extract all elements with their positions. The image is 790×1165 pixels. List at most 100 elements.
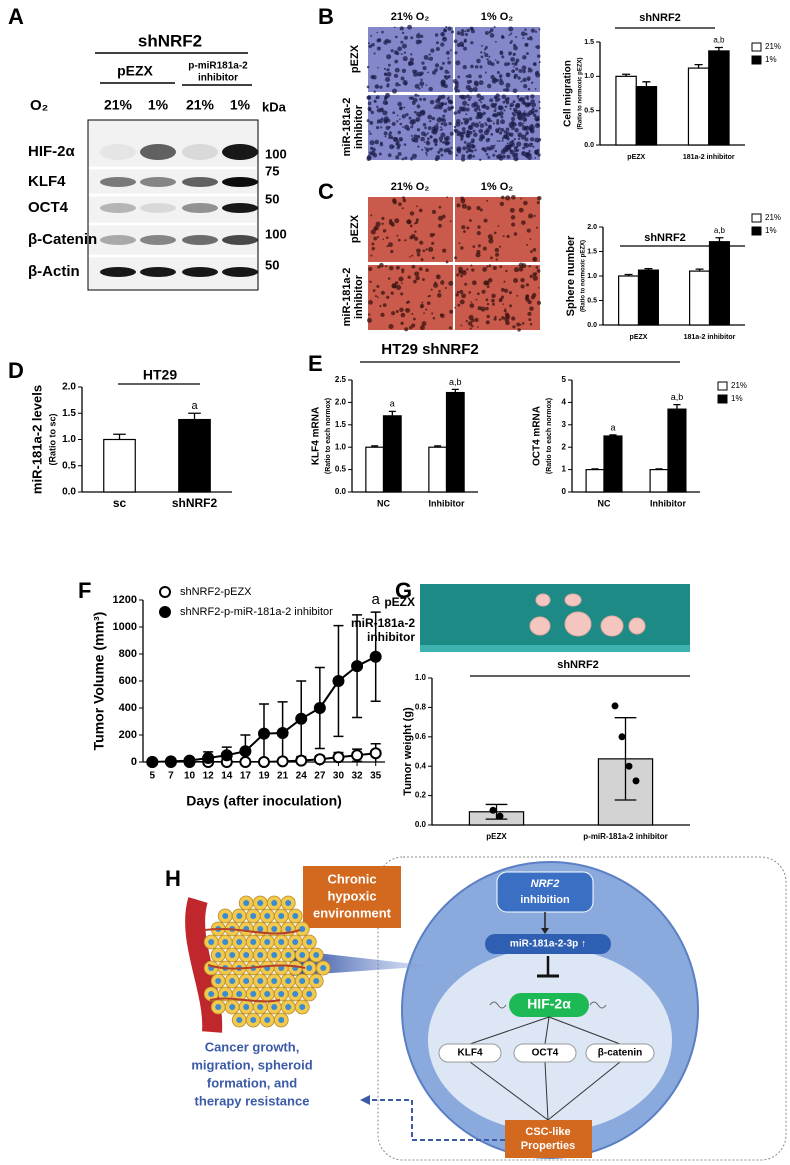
cell-dot bbox=[508, 51, 513, 56]
tumor-nucleus bbox=[313, 952, 320, 958]
cell-dot bbox=[490, 256, 493, 260]
cell-dot bbox=[470, 324, 474, 328]
cell-dot bbox=[517, 137, 521, 140]
cell-dot bbox=[402, 198, 407, 203]
panel-label: F bbox=[78, 578, 91, 603]
cell-dot bbox=[486, 314, 490, 319]
cell-dot bbox=[396, 114, 399, 117]
cell-dot bbox=[489, 33, 495, 38]
data-point bbox=[496, 812, 504, 820]
cell-dot bbox=[480, 306, 486, 312]
cell-dot bbox=[482, 267, 487, 272]
marker bbox=[164, 755, 177, 768]
tumor-nucleus bbox=[243, 978, 250, 984]
panel-label: H bbox=[165, 866, 181, 891]
cell-dot bbox=[526, 125, 529, 128]
bar bbox=[585, 469, 605, 493]
error-bar bbox=[642, 81, 651, 87]
y-tick-label: 0 bbox=[562, 487, 567, 496]
marker bbox=[276, 755, 289, 768]
y-tick-label: 0.0 bbox=[415, 820, 427, 829]
cell-dot bbox=[535, 226, 538, 229]
error-bar bbox=[694, 64, 703, 69]
cell-dot bbox=[496, 71, 500, 75]
cell-dot bbox=[494, 144, 496, 147]
label: 50 bbox=[265, 257, 279, 272]
cell-dot bbox=[470, 64, 474, 69]
cell-dot bbox=[467, 73, 472, 79]
cell-dot bbox=[375, 221, 381, 227]
cell-dot bbox=[460, 246, 464, 250]
cell-dot bbox=[536, 70, 539, 74]
cell-dot bbox=[537, 138, 542, 142]
cell-dot bbox=[454, 306, 456, 309]
cell-dot bbox=[494, 247, 500, 253]
cell-dot bbox=[439, 139, 443, 143]
cell-dot bbox=[488, 55, 491, 58]
tumor-nucleus bbox=[229, 952, 236, 958]
cell-dot bbox=[428, 53, 431, 56]
y-tick-label: 2 bbox=[562, 442, 567, 451]
cell-dot bbox=[376, 105, 379, 109]
cell-dot bbox=[509, 207, 515, 213]
cell-dot bbox=[481, 289, 486, 294]
cell-dot bbox=[404, 156, 408, 160]
tumor-nucleus bbox=[257, 1004, 264, 1010]
cell-dot bbox=[500, 195, 505, 200]
cell-dot bbox=[426, 140, 429, 142]
cell-dot bbox=[457, 303, 461, 307]
cell-dot bbox=[529, 37, 533, 41]
cell-dot bbox=[494, 59, 497, 61]
cell-dot bbox=[538, 107, 541, 110]
cell-dot bbox=[511, 126, 515, 131]
legend-swatch bbox=[717, 394, 728, 404]
cell-dot bbox=[414, 83, 420, 89]
label: 75 bbox=[265, 163, 279, 178]
cell-dot bbox=[400, 76, 405, 81]
cell-dot bbox=[419, 303, 425, 309]
cell-dot bbox=[466, 130, 471, 135]
cell-dot bbox=[490, 132, 493, 136]
cell-dot bbox=[433, 106, 436, 109]
cell-dot bbox=[530, 295, 536, 300]
cell-dot bbox=[516, 141, 522, 147]
cell-dot bbox=[376, 236, 380, 239]
cell-dot bbox=[535, 72, 541, 78]
label: pEZX bbox=[349, 214, 361, 243]
cell-dot bbox=[505, 195, 511, 201]
cell-dot bbox=[498, 105, 504, 111]
band bbox=[222, 177, 258, 187]
significance: a,b bbox=[714, 226, 726, 235]
cell-dot bbox=[496, 154, 501, 159]
cell-dot bbox=[432, 129, 438, 135]
tumor-nucleus bbox=[271, 926, 278, 932]
error-bar bbox=[451, 388, 459, 393]
tumor-nucleus bbox=[215, 952, 222, 958]
cell-dot bbox=[510, 32, 513, 35]
cell-dot bbox=[529, 137, 535, 142]
cell-dot bbox=[427, 295, 430, 298]
tumor-nucleus bbox=[292, 913, 299, 919]
cell-dot bbox=[373, 52, 376, 55]
cell-dot bbox=[413, 134, 418, 139]
cell-dot bbox=[524, 152, 530, 158]
cell-dot bbox=[384, 92, 391, 98]
cell-dot bbox=[511, 62, 514, 66]
cell-dot bbox=[398, 202, 402, 207]
cell-dot bbox=[530, 250, 533, 253]
cell-dot bbox=[399, 122, 403, 126]
legend-label: 21% bbox=[765, 213, 781, 222]
cell-dot bbox=[456, 31, 461, 36]
error-bar bbox=[673, 403, 681, 410]
y-tick-label: 0.0 bbox=[62, 487, 76, 498]
cell-dot bbox=[474, 317, 479, 323]
cell-dot bbox=[520, 31, 526, 37]
cell-dot bbox=[435, 46, 440, 51]
label: OCT4 bbox=[532, 1048, 559, 1059]
cell-dot bbox=[417, 94, 420, 97]
cell-dot bbox=[381, 30, 384, 34]
cell-dot bbox=[524, 28, 527, 31]
cell-dot bbox=[435, 274, 441, 280]
cell-dot bbox=[484, 122, 487, 125]
